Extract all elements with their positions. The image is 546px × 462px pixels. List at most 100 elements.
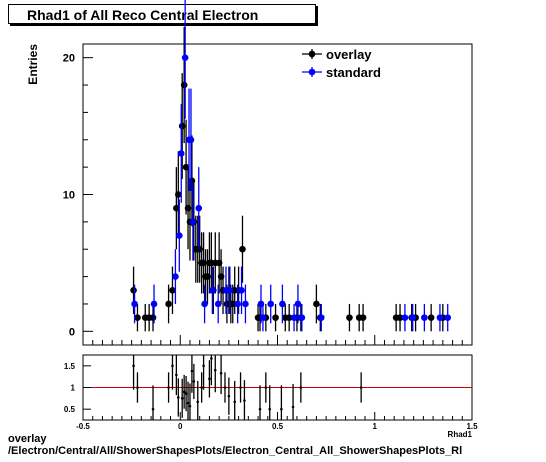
ratio-y-tick-label: 1: [71, 384, 76, 393]
data-point: [181, 54, 189, 61]
footer-line-2: /Electron/Central/All/ShowerShapesPlots/…: [8, 445, 463, 457]
legend-marker: [308, 50, 316, 58]
ratio-x-tick-label: -0.5: [76, 422, 90, 431]
ratio-point: [151, 407, 155, 411]
data-point: [359, 314, 367, 321]
data-point: [175, 191, 182, 198]
data-point: [150, 300, 158, 308]
ratio-x-tick-label: 0.5: [272, 422, 284, 431]
data-point: [172, 273, 179, 280]
legend-marker: [308, 68, 316, 76]
ratio-point: [177, 396, 180, 399]
ratio-point: [188, 404, 192, 408]
ratio-point: [239, 386, 242, 389]
ratio-point: [180, 397, 184, 400]
ratio-point: [243, 399, 246, 402]
main-y-tick-label: 20: [63, 53, 75, 65]
ratio-point: [196, 400, 200, 404]
data-point: [177, 150, 185, 157]
main-y-tick-label: 0: [69, 326, 75, 338]
legend-label: overlay: [326, 47, 372, 62]
data-point: [209, 286, 216, 294]
data-point: [267, 300, 275, 308]
data-point: [188, 177, 196, 185]
data-point: [176, 232, 183, 239]
ratio-point: [136, 386, 139, 389]
series-overlay: [130, 26, 447, 332]
ratio-series: [132, 355, 363, 420]
ratio-point: [268, 407, 272, 411]
footer-line-1: overlay: [8, 433, 47, 445]
ratio-point: [291, 405, 295, 409]
ratio-point: [132, 364, 135, 368]
ratio-point: [200, 386, 203, 389]
data-point: [242, 300, 249, 308]
ratio-point: [171, 364, 174, 368]
data-point: [298, 314, 306, 321]
data-point: [134, 314, 141, 321]
ratio-y-tick-label: 0.5: [64, 405, 76, 414]
legend: overlay standard: [302, 47, 381, 80]
main-y-axis-label: Entries: [26, 44, 40, 85]
ratio-point: [175, 373, 178, 377]
data-point: [195, 204, 203, 212]
ratio-point: [182, 390, 186, 394]
data-point: [279, 300, 286, 308]
ratio-point: [202, 364, 205, 368]
data-point: [259, 314, 267, 321]
ratio-point: [264, 386, 268, 389]
main-y-tick-label: 10: [63, 190, 75, 202]
chart-title: Rhad1 of All Reco Central Electron: [8, 4, 316, 24]
ratio-x-tick-label: 1: [373, 422, 378, 431]
data-point: [401, 314, 409, 321]
ratio-point: [192, 380, 196, 383]
data-point: [239, 245, 246, 253]
data-point: [238, 286, 245, 294]
data-point: [285, 314, 293, 321]
data-point: [294, 300, 302, 308]
ratio-point: [280, 407, 283, 411]
ratio-x-tick-label: 0: [178, 422, 183, 431]
data-point: [396, 314, 404, 321]
ratio-point: [227, 394, 231, 398]
data-point: [272, 314, 279, 321]
ratio-x-axis-label: Rhad1: [448, 430, 473, 439]
data-point: [444, 314, 452, 321]
data-point: [180, 81, 188, 89]
ratio-point: [210, 357, 213, 360]
data-point: [189, 218, 197, 226]
main-plot-frame: [82, 43, 473, 346]
data-point: [313, 300, 320, 308]
footer-caption: overlay /Electron/Central/All/ShowerShap…: [8, 433, 462, 457]
data-point: [290, 314, 298, 321]
ratio-point: [219, 371, 223, 375]
data-point: [409, 314, 417, 321]
data-point: [234, 300, 241, 308]
ratio-point: [184, 392, 188, 395]
ratio-point: [233, 400, 237, 404]
ratio-point: [299, 386, 303, 389]
data-point: [131, 300, 138, 308]
data-point: [317, 314, 325, 321]
data-point: [187, 136, 195, 144]
ratio-point: [208, 377, 211, 381]
data-point: [169, 286, 176, 294]
ratio-point: [190, 369, 194, 373]
ratio-point: [167, 386, 170, 389]
ratio-point: [186, 401, 190, 405]
series-standard: [131, 0, 452, 332]
data-point: [149, 314, 157, 321]
data-point: [421, 314, 428, 321]
data-point: [436, 314, 444, 321]
ratio-point: [213, 368, 217, 372]
ratio-point: [258, 407, 262, 411]
data-point: [226, 286, 234, 294]
ratio-point: [359, 386, 363, 389]
data-point: [165, 300, 172, 308]
data-point: [201, 300, 208, 308]
data-point: [214, 300, 222, 308]
ratio-point: [223, 386, 227, 389]
ratio-x-tick-label: 1.5: [466, 422, 478, 431]
data-point: [346, 314, 353, 321]
